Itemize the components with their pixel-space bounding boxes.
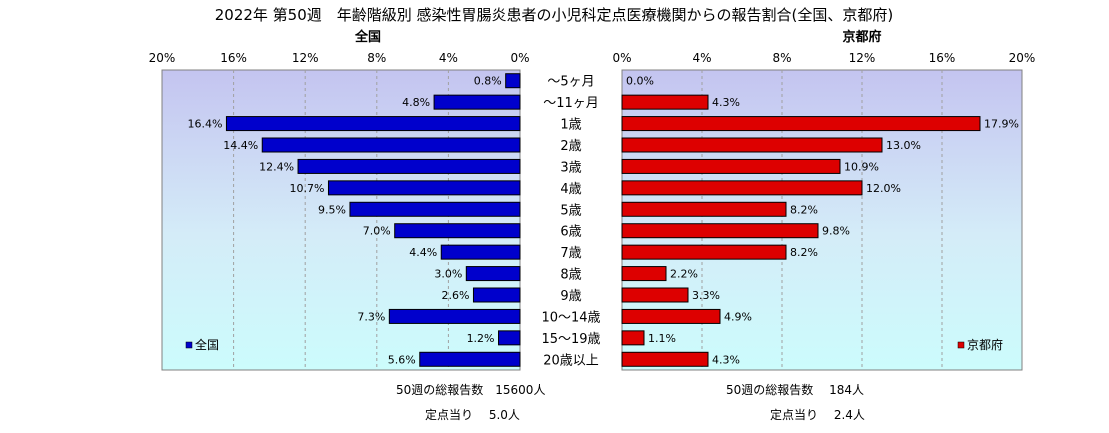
kyoto-tick-label: 20% — [1009, 51, 1036, 65]
kyoto-bar — [621, 266, 667, 282]
national-data-label: 4.4% — [409, 246, 437, 259]
category-label: 20歳以上 — [543, 353, 599, 368]
kyoto-data-label: 17.9% — [984, 118, 1019, 131]
kyoto-bar — [621, 201, 787, 217]
kyoto-tick-label: 8% — [772, 51, 791, 65]
kyoto-data-label: 8.2% — [790, 246, 818, 259]
national-data-label: 2.6% — [442, 289, 470, 302]
national-data-label: 7.3% — [357, 310, 385, 323]
category-label: 8歳 — [560, 268, 581, 283]
national-bar — [297, 158, 521, 174]
kyoto-bar — [621, 351, 709, 367]
category-label: 4歳 — [560, 182, 581, 197]
national-data-label: 14.4% — [223, 139, 258, 152]
category-label: ～5ヶ月 — [547, 75, 594, 90]
kyoto-tick-label: 0% — [612, 51, 631, 65]
kyoto-data-label: 0.0% — [626, 75, 654, 88]
category-label: 5歳 — [560, 203, 581, 218]
national-total-reports: 50週の総報告数 15600人 — [396, 383, 546, 397]
national-tick-label: 0% — [510, 51, 529, 65]
national-bar — [394, 223, 521, 239]
national-bar — [465, 266, 521, 282]
kyoto-bar — [621, 308, 721, 324]
kyoto-panel-title: 京都府 — [842, 29, 881, 45]
category-label: 3歳 — [560, 160, 581, 175]
category-label: 7歳 — [560, 246, 581, 261]
national-data-label: 10.7% — [290, 182, 325, 195]
national-bar — [440, 244, 521, 260]
kyoto-data-label: 9.8% — [822, 225, 850, 238]
kyoto-bar — [621, 116, 981, 132]
kyoto-per-site: 定点当り 2.4人 — [770, 408, 865, 422]
kyoto-bar — [621, 180, 863, 196]
kyoto-bar — [621, 330, 645, 346]
kyoto-plot-area — [621, 69, 1023, 371]
national-tick-label: 8% — [367, 51, 386, 65]
national-data-label: 5.6% — [388, 353, 416, 366]
national-data-label: 9.5% — [318, 203, 346, 216]
national-data-label: 16.4% — [187, 118, 222, 131]
national-bar — [388, 308, 521, 324]
national-plot-area — [161, 69, 521, 371]
category-label: ～11ヶ月 — [543, 96, 599, 111]
national-per-site: 定点当り 5.0人 — [425, 408, 520, 422]
national-tick-label: 20% — [149, 51, 176, 65]
chart-title: 2022年 第50週 年齢階級別 感染性胃腸炎患者の小児科定点医療機関からの報告… — [215, 6, 894, 24]
kyoto-bar — [621, 137, 883, 153]
kyoto-data-label: 1.1% — [648, 332, 676, 345]
kyoto-bar — [621, 223, 819, 239]
kyoto-tick-label: 16% — [929, 51, 956, 65]
national-bar — [225, 116, 521, 132]
national-bar — [261, 137, 521, 153]
category-label: 2歳 — [560, 139, 581, 154]
category-label: 9歳 — [560, 289, 581, 304]
kyoto-bar — [621, 94, 709, 110]
national-panel-title: 全国 — [354, 29, 381, 45]
national-data-label: 4.8% — [402, 96, 430, 109]
national-bar — [505, 73, 521, 89]
kyoto-data-label: 4.9% — [724, 310, 752, 323]
national-bar — [498, 330, 521, 346]
national-bar — [472, 287, 521, 303]
kyoto-data-label: 8.2% — [790, 203, 818, 216]
category-label: 1歳 — [560, 118, 581, 133]
national-tick-label: 16% — [220, 51, 247, 65]
kyoto-tick-label: 4% — [692, 51, 711, 65]
kyoto-bar — [621, 158, 841, 174]
national-tick-label: 12% — [292, 51, 319, 65]
kyoto-legend-label: 京都府 — [967, 337, 1003, 352]
national-bar — [327, 180, 521, 196]
national-legend-label: 全国 — [195, 337, 219, 352]
kyoto-tick-label: 12% — [849, 51, 876, 65]
national-tick-label: 4% — [439, 51, 458, 65]
national-bar — [433, 94, 521, 110]
national-legend-marker — [185, 341, 193, 349]
national-bar — [349, 201, 521, 217]
category-label: 10～14歳 — [541, 310, 600, 325]
kyoto-data-label: 13.0% — [886, 139, 921, 152]
kyoto-data-label: 2.2% — [670, 268, 698, 281]
national-data-label: 7.0% — [363, 225, 391, 238]
kyoto-data-label: 12.0% — [866, 182, 901, 195]
national-data-label: 1.2% — [467, 332, 495, 345]
kyoto-data-label: 4.3% — [712, 353, 740, 366]
kyoto-data-label: 10.9% — [844, 160, 879, 173]
kyoto-bar — [621, 287, 689, 303]
national-bar — [419, 351, 521, 367]
kyoto-legend-marker — [957, 341, 965, 349]
category-label: 6歳 — [560, 225, 581, 240]
national-data-label: 0.8% — [474, 75, 502, 88]
kyoto-bar — [621, 244, 787, 260]
category-label: 15～19歳 — [541, 332, 600, 347]
kyoto-data-label: 4.3% — [712, 96, 740, 109]
kyoto-data-label: 3.3% — [692, 289, 720, 302]
national-data-label: 3.0% — [434, 268, 462, 281]
kyoto-total-reports: 50週の総報告数 184人 — [726, 383, 864, 397]
national-data-label: 12.4% — [259, 160, 294, 173]
